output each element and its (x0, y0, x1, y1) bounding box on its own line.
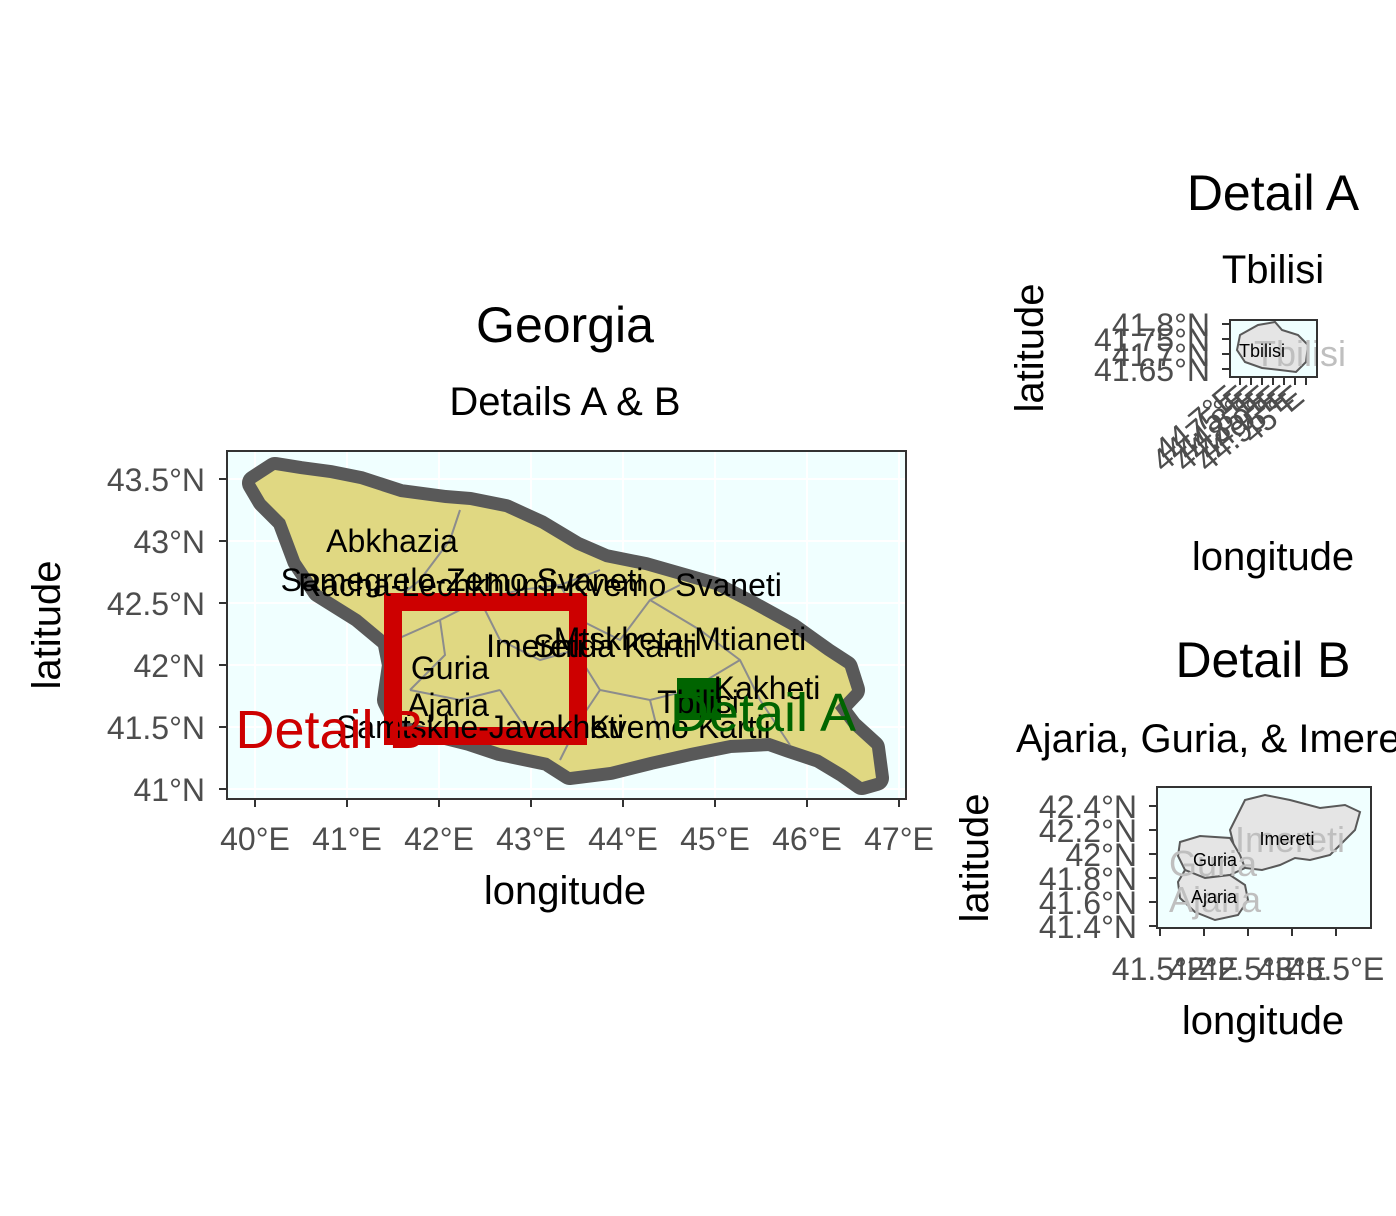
inset-b-ghost-label: Imereti (1235, 819, 1345, 860)
y-tick-label: 41°N (134, 772, 206, 808)
detail-a-label: Detail A (670, 683, 856, 743)
inset-b-panel-border (1156, 786, 1372, 929)
ajaria-shape (1176, 868, 1250, 922)
y-tick-label: 41.7°N (1112, 337, 1210, 373)
region-boundaries (394, 509, 791, 761)
main-map: Georgia Details A & B (25, 297, 934, 913)
detail-b-label: Detail B (235, 700, 424, 760)
inset-b-y-tick-labels: 42.4°N 42.2°N 42°N 41.8°N 41.6°N 41.4°N (1039, 789, 1137, 945)
y-tick-label: 42.5°N (107, 586, 205, 622)
x-tick-label: 40°E (220, 821, 290, 857)
inset-a-y-axis-title: latitude (1008, 284, 1052, 413)
region-label-mtskheta: Mtskheta-Mtianeti (554, 621, 807, 657)
region-label-kakheti: Kakheti (714, 670, 821, 706)
main-map-y-tick-labels: 41°N 41.5°N 42°N 42.5°N 43°N 43.5°N (107, 462, 205, 808)
inset-b-region-label: Imereti (1259, 829, 1314, 849)
region-label-abkhazia: Abkhazia (326, 523, 458, 559)
region-label-guria: Guria (411, 650, 489, 686)
inset-a-x-tick-labels: 44.7°E 44.75°E 44.8°E 44.85°E 44.9°E 44.… (1145, 378, 1311, 479)
inset-b-region-label: Guria (1193, 850, 1238, 870)
y-tick-label: 41.8°N (1039, 861, 1137, 897)
x-tick-label: 45°E (680, 821, 750, 857)
x-tick-label: 43°E (1257, 951, 1327, 987)
inset-b-y-axis-title: latitude (953, 794, 997, 923)
y-tick-label: 42°N (134, 648, 206, 684)
y-tick-label: 41.6°N (1039, 885, 1137, 921)
y-tick-label: 42°N (1066, 837, 1138, 873)
inset-a-x-ticks (1239, 377, 1307, 385)
inset-b-ghost-label: Guria (1169, 843, 1258, 884)
region-labels: Abkhazia Samegrelo-Zemo Svaneti Racha-Le… (281, 523, 821, 745)
inset-b-region-labels: Imereti Guria Ajaria (1191, 829, 1315, 907)
x-tick-label: 41°E (312, 821, 382, 857)
x-tick-label: 42°E (1169, 951, 1239, 987)
region-label-tbilisi: Tbilisi (657, 684, 739, 720)
inset-b-subtitle: Ajaria, Guria, & Imereti (1016, 717, 1396, 761)
imereti-shape (1228, 793, 1362, 872)
inset-a-ghost-label: Tbilisi (1254, 333, 1346, 374)
inset-b-x-axis-title: longitude (1182, 999, 1344, 1043)
x-tick-label: 44°E (588, 821, 658, 857)
region-label-racha: Racha-Lechkhumi-Kvemo Svaneti (298, 567, 782, 603)
inset-b-region-label: Ajaria (1191, 887, 1238, 907)
x-tick-label: 47°E (864, 821, 934, 857)
region-label-imereti: Imereti (486, 628, 584, 664)
x-tick-label: 42.5°E (1200, 951, 1296, 987)
detail-a-box (677, 678, 721, 720)
inset-a-title: Detail A (1187, 165, 1360, 221)
y-tick-label: 41.75°N (1094, 322, 1210, 358)
x-tick-label: 43°E (496, 821, 566, 857)
x-tick-label: 46°E (772, 821, 842, 857)
detail-b-box (384, 593, 587, 745)
guria-shape (1176, 834, 1247, 880)
x-tick-label: 43.5°E (1288, 951, 1384, 987)
region-label-ajaria: Ajaria (407, 687, 489, 723)
main-map-x-tick-labels: 40°E 41°E 42°E 43°E 44°E 45°E 46°E 47°E (220, 821, 934, 857)
inset-b-x-tick-labels: 41.5°E 42°E 42.5°E 43°E 43.5°E (1112, 951, 1384, 987)
inset-b-title: Detail B (1175, 632, 1350, 688)
inset-a-y-ticks (1222, 323, 1230, 370)
region-label-samegrelo: Samegrelo-Zemo Svaneti (281, 562, 644, 598)
region-label-samtskhe: Samtskhe-Javakheti (336, 709, 624, 745)
inset-b: Detail B Ajaria, Guria, & Imereti Imeret… (953, 632, 1396, 1043)
main-map-subtitle: Details A & B (449, 380, 680, 424)
main-map-x-ticks (254, 799, 900, 807)
x-tick-label: 41.5°E (1112, 951, 1208, 987)
inset-a-y-tick-labels: 41.8°N 41.75°N 41.7°N 41.65°N (1094, 307, 1210, 388)
y-tick-label: 41.5°N (107, 710, 205, 746)
main-map-title: Georgia (476, 297, 654, 353)
y-tick-label: 43°N (134, 524, 206, 560)
region-label-shida-kartli: Shida Kartli (533, 628, 697, 664)
inset-b-y-ticks (1149, 805, 1157, 927)
inset-a-subtitle: Tbilisi (1222, 248, 1324, 292)
inset-b-ghost-labels: Imereti Guria Ajaria (1169, 819, 1345, 920)
inset-a-region-label: Tbilisi (1239, 341, 1285, 361)
y-tick-label: 43.5°N (107, 462, 205, 498)
y-tick-label: 41.65°N (1094, 352, 1210, 388)
y-tick-label: 41.4°N (1039, 909, 1137, 945)
inset-a-x-axis-title: longitude (1192, 535, 1354, 579)
tbilisi-shape (1235, 320, 1310, 374)
main-map-y-axis-title: latitude (25, 561, 69, 690)
main-map-y-ticks (219, 478, 227, 790)
inset-a: Detail A Tbilisi Tbilisi Tbilisi 41.8°N … (1008, 165, 1360, 579)
main-map-x-axis-title: longitude (484, 869, 646, 913)
inset-b-ghost-label: Ajaria (1169, 879, 1262, 920)
main-map-panel-border (226, 450, 907, 800)
y-tick-label: 41.8°N (1112, 307, 1210, 343)
inset-b-x-ticks (1159, 928, 1337, 936)
y-tick-label: 42.2°N (1039, 813, 1137, 849)
region-label-kvemo-kartli: Kvemo Kartli (589, 709, 770, 745)
y-tick-label: 42.4°N (1039, 789, 1137, 825)
x-tick-label: 42°E (404, 821, 474, 857)
